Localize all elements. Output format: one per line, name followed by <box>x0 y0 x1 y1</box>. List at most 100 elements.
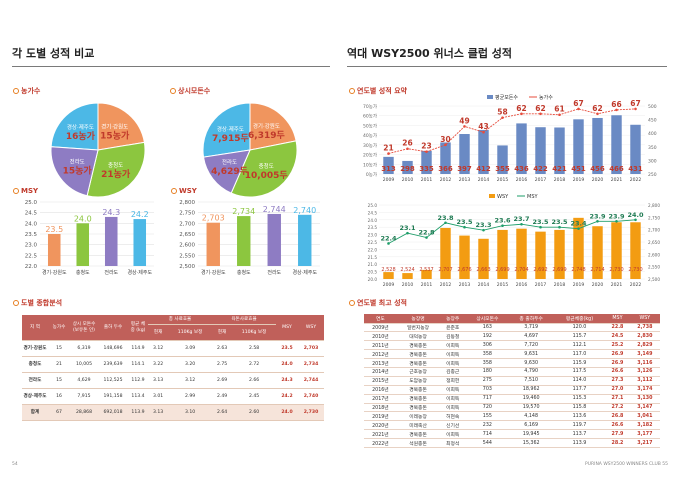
bar <box>47 234 61 266</box>
table-cell: 4,790 <box>508 367 554 377</box>
bar <box>535 231 546 279</box>
table-row: 2012년 경북종돈 이희득 358 9,631 117.0 26.9 3,149 <box>364 349 660 360</box>
x-tick-label: 충청도 <box>76 269 90 276</box>
table-row: 합계 67 28,868 692,018 113.9 3.13 3.10 2.64 2.60 24… <box>22 404 324 421</box>
yearly-summary-combo-chart: 0농가 10농가 20농가 30농가 40농가 50농가 60농가 70농가 250 300 350… <box>363 94 657 183</box>
table-cell: 163 <box>466 323 509 333</box>
table-cell: 2015년 <box>364 376 397 386</box>
bar <box>478 129 489 174</box>
line-point <box>425 150 428 153</box>
x-tick-label: 2020 <box>592 177 604 183</box>
table-row: 2019년 이레농장 허현숙 155 4,148 113.6 26.8 3,041 <box>364 411 660 422</box>
table-cell: 2.66 <box>232 372 276 389</box>
table-row: 전라도 15 4,629 112,525 112.9 3.13 3.12 2.69 2.66 24… <box>22 372 324 389</box>
table-cell: 720 <box>466 403 509 413</box>
line-point <box>501 116 504 119</box>
table-cell: 2017년 <box>364 394 397 404</box>
table-cell: 7,510 <box>508 376 554 386</box>
table-cell: 경기·강원도 <box>22 340 48 357</box>
bar-value-label: 2,676 <box>457 267 471 273</box>
y-tick-label: 2,650 <box>179 232 195 238</box>
y-right-tick-label: 500 <box>648 104 657 110</box>
table-cell: 114.1 <box>128 356 148 373</box>
table-cell: 3.13 <box>148 372 169 389</box>
table-cell: 2.58 <box>232 340 276 357</box>
bar <box>630 222 641 279</box>
table-cell: 2.75 <box>211 356 233 373</box>
y-tick-label: 25.0 <box>25 200 38 206</box>
line-value-label: 58 <box>497 108 507 117</box>
table-header: 농장주 <box>439 314 467 324</box>
table-cell: 2.72 <box>232 356 276 373</box>
line-point <box>539 225 542 229</box>
x-tick-label: 2012 <box>440 177 452 183</box>
table-cell: 28,868 <box>70 404 98 421</box>
y-left-tick-label: 20.0 <box>368 277 378 282</box>
table-cell: 이희득 <box>439 394 467 404</box>
table-cell: 22.8 <box>605 323 630 333</box>
table-cell: 18,962 <box>508 385 554 395</box>
x-tick-label: 경상·제주도 <box>127 269 152 276</box>
table-cell: 358 <box>466 358 509 368</box>
table-cell: 191,158 <box>98 388 128 405</box>
y-left-tick-label: 22.0 <box>368 247 378 252</box>
province-table-subtitle: 도별 종합분석 <box>13 298 62 308</box>
table-header: 지 역 <box>22 315 48 341</box>
x-tick-label: 2022 <box>630 282 642 288</box>
table-cell: 26.6 <box>605 420 630 431</box>
x-tick-label: 2016 <box>516 177 528 183</box>
bar-value-label: 366 <box>438 165 453 173</box>
x-tick-label: 경기·강원도 <box>42 269 67 276</box>
line-value-label: 62 <box>516 104 526 113</box>
table-cell: 2,829 <box>629 340 660 351</box>
table-cell: 24.5 <box>605 331 630 342</box>
x-tick-label: 전라도 <box>104 269 118 276</box>
msy-chart-subtitle: MSY <box>13 187 38 195</box>
table-header: 농가수 <box>48 315 70 341</box>
table-cell: 23.5 <box>276 340 298 357</box>
bar <box>497 229 508 279</box>
table-cell: 112.9 <box>128 372 148 389</box>
table-cell: 21 <box>48 356 70 373</box>
y-left-tick-label: 23.0 <box>368 233 378 238</box>
line-value-label: 23.1 <box>399 224 416 232</box>
table-cell: 114.0 <box>553 376 606 386</box>
line-point <box>596 219 599 223</box>
line-value-label: 67 <box>630 99 640 108</box>
y-tick-label: 2,700 <box>179 221 195 227</box>
bar <box>535 127 546 174</box>
line-value-label: 23 <box>421 142 431 151</box>
table-cell: 2,730 <box>298 404 324 421</box>
bar <box>592 226 603 279</box>
bar <box>516 123 527 174</box>
line-point <box>387 152 390 155</box>
table-cell: 6,319 <box>70 340 98 357</box>
table-cell: 7,915 <box>70 388 98 405</box>
x-tick-label: 2020 <box>592 282 604 288</box>
bar-value-label: 298 <box>400 165 415 173</box>
line-value-label: 23.5 <box>456 218 473 226</box>
table-cell: 경북종돈 <box>396 403 440 413</box>
legend-label: MSY <box>527 194 538 200</box>
line-value-label: 23.5 <box>532 218 549 226</box>
table-cell: 4,148 <box>508 411 554 422</box>
table-cell: 4,697 <box>508 331 554 342</box>
y-left-tick-label: 21.0 <box>368 262 378 267</box>
table-cell: 703 <box>466 385 509 395</box>
table-cell: 3,174 <box>629 385 660 395</box>
pie-slice <box>230 140 298 198</box>
table-cell: 2,738 <box>629 323 660 333</box>
table-cell: 이희득 <box>439 349 467 360</box>
line-point <box>577 107 580 111</box>
line-point <box>596 112 599 116</box>
line-point <box>444 221 447 225</box>
table-cell: 7,720 <box>508 340 554 351</box>
bullet-icon <box>170 88 176 94</box>
table-row: 2018년 경북종돈 이희득 720 19,570 115.8 27.2 3,147 <box>364 403 660 413</box>
table-cell: 2.64 <box>211 404 233 421</box>
x-tick-label: 2019 <box>573 282 585 288</box>
bar <box>298 214 312 266</box>
table-header: MSY <box>605 314 630 324</box>
table-cell: 2018년 <box>364 403 397 413</box>
